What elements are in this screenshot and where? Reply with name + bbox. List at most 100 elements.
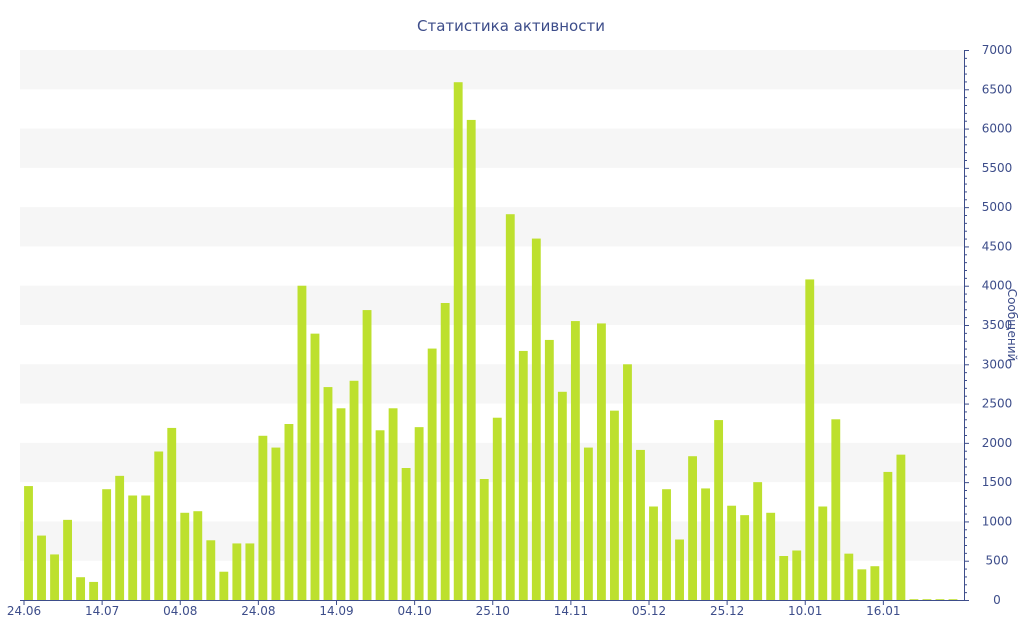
bar — [102, 489, 112, 600]
bar — [440, 303, 450, 600]
bar — [766, 512, 776, 600]
bar — [271, 447, 281, 600]
x-tick-label: 14.11 — [554, 604, 588, 618]
bar — [50, 554, 59, 600]
bar — [219, 571, 229, 600]
grid-band — [20, 50, 964, 90]
bar — [323, 387, 333, 600]
y-tick-label: 5500 — [982, 161, 1013, 175]
bar — [505, 214, 515, 600]
bar — [948, 599, 958, 601]
bar — [909, 599, 919, 601]
bar — [740, 515, 750, 600]
x-tick-label: 24.08 — [241, 604, 275, 618]
grid-band — [20, 128, 964, 168]
bar — [636, 449, 645, 600]
bar-series — [24, 82, 958, 601]
bar — [701, 488, 711, 600]
bar — [831, 419, 841, 600]
y-tick-label: 4500 — [982, 239, 1013, 253]
bar — [792, 550, 802, 600]
bar — [596, 323, 606, 600]
y-tick-label: 2000 — [982, 436, 1013, 450]
x-tick-label: 04.10 — [397, 604, 431, 618]
bar — [115, 475, 125, 600]
bar — [518, 350, 528, 600]
bar — [753, 482, 763, 600]
x-tick-label: 25.10 — [476, 604, 510, 618]
chart-title: Статистика активности — [417, 17, 605, 35]
y-tick-label: 3000 — [982, 357, 1013, 371]
bar — [492, 417, 502, 600]
x-tick-label: 16.01 — [866, 604, 900, 618]
bar — [453, 82, 463, 600]
bar — [818, 506, 828, 600]
bar — [232, 543, 242, 600]
bar — [141, 495, 151, 600]
bar — [63, 519, 72, 600]
bar — [414, 427, 424, 600]
grid-band — [20, 285, 964, 325]
bar — [128, 495, 138, 600]
grid-band — [20, 207, 964, 247]
y-tick-label: 6500 — [982, 82, 1013, 96]
bar — [349, 380, 359, 600]
bar — [180, 512, 190, 600]
bar — [284, 424, 294, 600]
bar — [649, 506, 658, 600]
bar — [662, 489, 671, 600]
y-tick-label: 3500 — [982, 318, 1013, 332]
bar — [310, 333, 320, 600]
y-tick-label: 7000 — [982, 43, 1013, 57]
x-tick-label: 25.12 — [710, 604, 744, 618]
x-axis-ticks: 24.06 14.07 04.08 24.08 14.09 04.10 25.10 14.11… — [7, 600, 901, 618]
y-tick-label: 6000 — [982, 122, 1013, 136]
bar — [531, 238, 541, 601]
x-tick-label: 24.06 — [7, 604, 41, 618]
x-tick-label: 14.09 — [319, 604, 353, 618]
bar — [24, 486, 33, 600]
bar — [76, 577, 86, 600]
bar — [362, 310, 372, 600]
bar — [857, 569, 867, 600]
bar — [675, 539, 684, 600]
bar — [714, 420, 724, 600]
x-tick-label: 14.07 — [85, 604, 119, 618]
bar — [479, 479, 489, 600]
y-tick-label: 500 — [986, 554, 1009, 568]
y-tick-label: 4000 — [982, 279, 1013, 293]
bar — [727, 505, 737, 600]
bar — [245, 543, 255, 600]
bar — [37, 535, 46, 600]
bar — [883, 471, 893, 600]
bar — [688, 456, 697, 600]
bar — [805, 279, 815, 600]
bar — [570, 321, 580, 600]
bar — [89, 581, 99, 600]
y-tick-label: 2500 — [982, 397, 1013, 411]
y-tick-label: 1000 — [982, 514, 1013, 528]
x-tick-label: 10.01 — [788, 604, 822, 618]
bar — [401, 468, 411, 600]
y-tick-label: 0 — [993, 593, 1001, 607]
bar — [610, 410, 619, 600]
bar — [896, 454, 906, 600]
bar — [388, 408, 398, 600]
y-axis-title: Сообщений — [1005, 289, 1019, 362]
bar — [466, 119, 476, 600]
bar — [297, 285, 307, 600]
bar — [779, 556, 789, 600]
bar — [623, 364, 632, 600]
y-axis-ticks: 0 500 1000 1500 2000 2500 3000 3500 4000 4500 5000… — [964, 43, 1012, 607]
bar — [557, 391, 567, 600]
bar — [206, 540, 216, 600]
bar — [193, 511, 203, 600]
bar — [922, 599, 932, 601]
x-tick-label: 05.12 — [632, 604, 666, 618]
bar — [167, 427, 177, 600]
bar — [844, 553, 854, 600]
bar — [154, 451, 164, 600]
y-tick-label: 1500 — [982, 475, 1013, 489]
bar — [427, 348, 437, 600]
